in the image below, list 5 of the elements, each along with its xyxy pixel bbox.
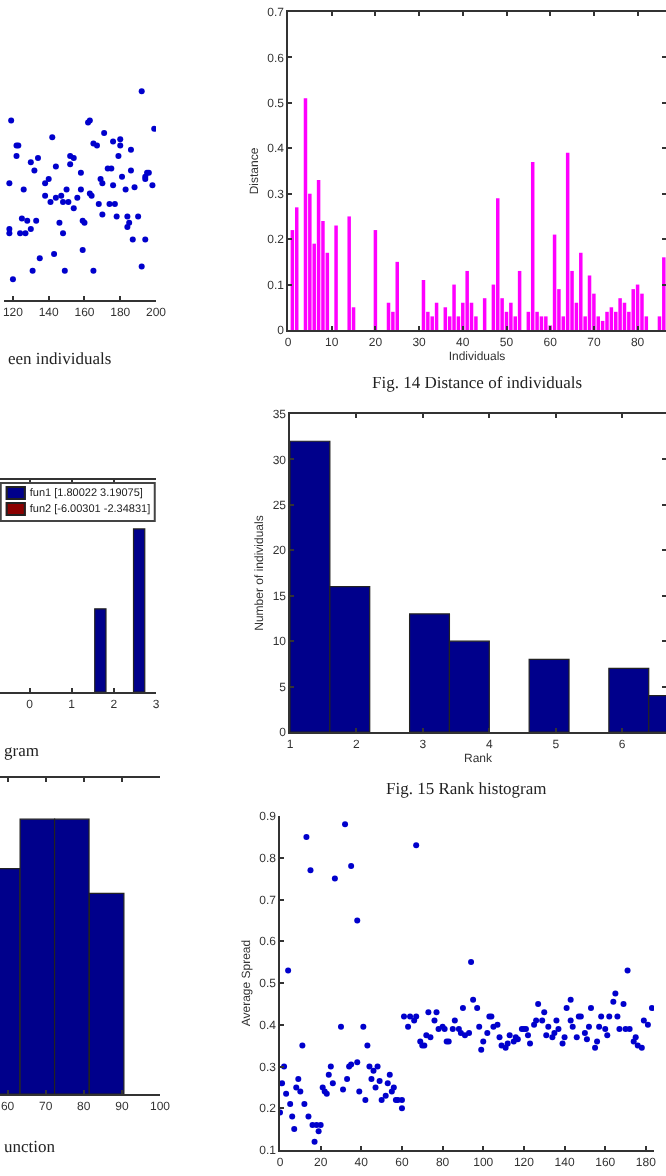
text: unction: [4, 1136, 57, 1156]
text: gram: [4, 740, 40, 760]
caption: Fig. 15 Rank histogram: [386, 778, 548, 798]
caption: Fig. 14 Distance of individuals: [372, 372, 583, 392]
text: een individuals: [8, 348, 112, 368]
